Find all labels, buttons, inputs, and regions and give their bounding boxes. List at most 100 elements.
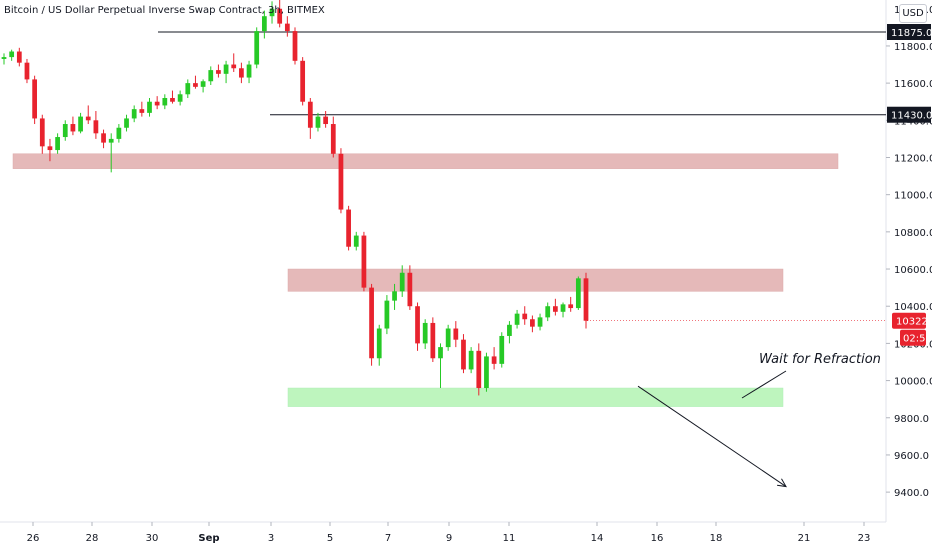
candle-body-11 — [85, 116, 91, 121]
candle-body-12 — [93, 120, 99, 134]
horizontal-line-label-1: 11430.0 — [891, 111, 932, 122]
x-tick-label-8: 11 — [503, 533, 516, 544]
projection-arrow-line — [637, 385, 787, 487]
candle-body-45 — [346, 209, 351, 247]
candle-body-69 — [530, 319, 535, 327]
currency-button[interactable]: USD — [899, 4, 927, 23]
candle-body-54 — [415, 306, 420, 344]
candle-body-76 — [583, 278, 589, 321]
candle-body-8 — [62, 124, 68, 138]
y-tick-label-5: 10800.0 — [894, 228, 932, 239]
candle-body-14 — [108, 138, 114, 143]
horizontal-line-label-bg-0 — [887, 24, 931, 40]
candle-body-0 — [1, 57, 7, 59]
horizontal-line-label-bg-1 — [887, 106, 931, 123]
candle-body-41 — [315, 116, 321, 128]
x-tick-label-1: 28 — [86, 533, 99, 544]
candle-body-42 — [323, 116, 329, 125]
candle-body-74 — [568, 304, 574, 309]
candle-body-53 — [407, 272, 413, 307]
candle-body-68 — [522, 313, 528, 320]
y-tick-label-9: 10000.0 — [894, 377, 932, 388]
candle-body-73 — [560, 304, 566, 312]
candle-body-56 — [430, 322, 436, 359]
candle-body-44 — [338, 153, 344, 210]
candle-body-50 — [384, 300, 390, 329]
candle-body-63 — [484, 356, 489, 389]
candle-body-38 — [292, 31, 298, 61]
candle-body-36 — [277, 8, 283, 24]
y-tick-label-1: 11600.0 — [894, 79, 932, 90]
candle-body-37 — [284, 23, 290, 32]
candle-body-46 — [353, 235, 359, 247]
x-tick-label-4: 3 — [268, 533, 274, 544]
candle-body-66 — [507, 324, 512, 336]
candle-body-65 — [499, 335, 505, 364]
candle-body-57 — [438, 347, 443, 359]
last-price-label-bg — [892, 312, 926, 329]
x-tick-label-13: 23 — [858, 533, 871, 544]
candle-body-18 — [139, 109, 145, 113]
resistance-zone-0 — [12, 153, 839, 169]
y-tick-label-0: 11800.0 — [894, 42, 932, 53]
candle-body-10 — [78, 116, 83, 132]
countdown-label: 02:58 — [903, 334, 932, 345]
candle-body-5 — [39, 118, 45, 147]
last-price-label: 10322.0 — [896, 317, 932, 328]
candle-body-49 — [376, 328, 382, 359]
candle-body-1 — [9, 51, 15, 58]
x-tick-label-11: 18 — [710, 533, 723, 544]
candle-body-30 — [231, 64, 237, 69]
candle-body-21 — [162, 97, 168, 106]
candle-body-52 — [399, 272, 405, 292]
annotation-text: Wait for Refraction — [759, 352, 881, 367]
candle-body-7 — [55, 137, 60, 151]
x-tick-label-7: 9 — [446, 533, 452, 544]
projection-arrow-head — [777, 478, 787, 488]
x-tick-label-10: 16 — [651, 533, 664, 544]
support-zone-2 — [287, 387, 784, 407]
y-tick-label-6: 10600.0 — [894, 265, 932, 276]
candle-body-29 — [223, 64, 229, 74]
candle-body-9 — [70, 124, 76, 132]
candle-body-51 — [392, 291, 397, 301]
x-tick-label-3: Sep — [198, 533, 219, 544]
candle-body-19 — [147, 101, 152, 113]
candle-body-72 — [552, 306, 558, 312]
x-tick-label-5: 5 — [327, 533, 333, 544]
candle-body-13 — [101, 133, 106, 143]
candle-body-48 — [369, 287, 374, 359]
candle-body-27 — [208, 70, 214, 82]
x-tick-label-6: 7 — [385, 533, 391, 544]
candle-body-17 — [131, 109, 137, 119]
candle-body-34 — [261, 16, 267, 32]
candle-body-62 — [476, 350, 482, 389]
x-tick-label-0: 26 — [27, 533, 40, 544]
y-tick-label-10: 9800.0 — [894, 414, 929, 425]
candle-body-22 — [170, 97, 175, 102]
countdown-label-bg — [900, 329, 926, 346]
candle-body-60 — [461, 339, 466, 370]
annotation-arrow-line — [741, 370, 787, 399]
candle-body-67 — [514, 313, 520, 325]
candle-body-6 — [47, 146, 53, 151]
candle-body-4 — [32, 79, 38, 119]
candle-body-32 — [246, 64, 252, 78]
candle-body-61 — [468, 350, 474, 370]
y-tick-label-11: 9600.0 — [894, 451, 929, 462]
chart-title: Bitcoin / US Dollar Perpetual Inverse Sw… — [4, 5, 325, 16]
y-tick-label-4: 11000.0 — [894, 191, 932, 202]
y-tick-label-7: 10400.0 — [894, 302, 932, 313]
candle-body-59 — [453, 328, 459, 340]
candle-body-35 — [269, 8, 275, 17]
candle-body-64 — [491, 356, 497, 364]
candle-body-23 — [177, 94, 183, 102]
candle-body-26 — [200, 81, 206, 87]
candle-body-58 — [445, 328, 451, 348]
candle-body-40 — [307, 101, 313, 128]
candle-body-71 — [545, 306, 551, 318]
y-tick-label-12: 9400.0 — [894, 488, 929, 499]
candle-body-16 — [124, 118, 129, 128]
candle-body-39 — [300, 60, 306, 102]
